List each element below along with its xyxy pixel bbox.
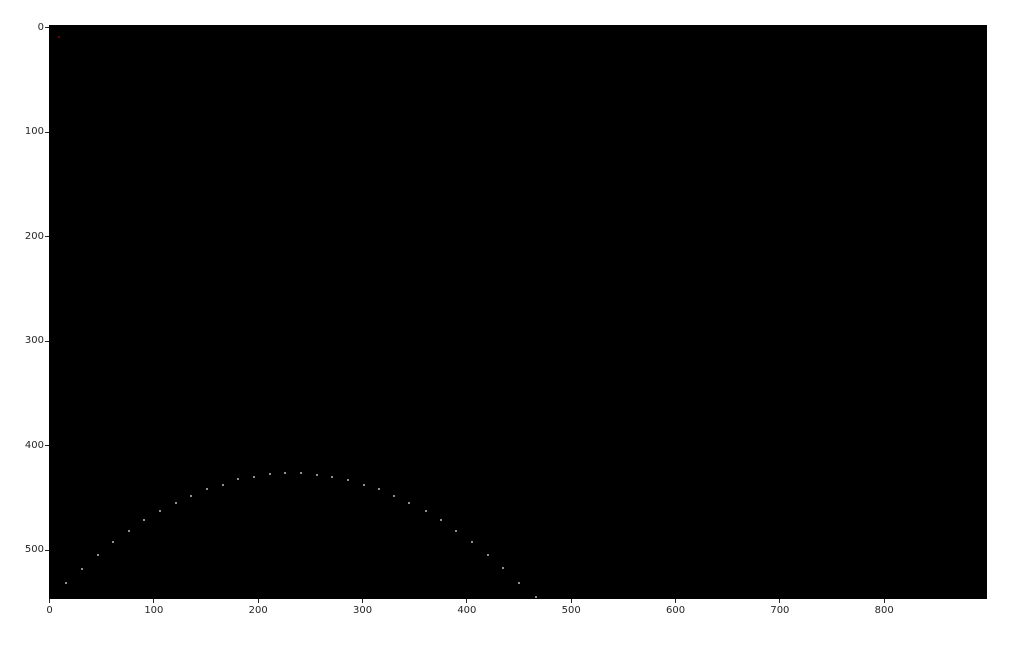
trajectory-point-marker bbox=[206, 487, 209, 490]
y-tick-mark bbox=[45, 340, 49, 342]
trajectory-point-marker bbox=[392, 495, 395, 497]
trajectory-point-marker bbox=[408, 502, 411, 505]
trajectory-point-marker bbox=[502, 567, 505, 570]
trajectory-point-marker bbox=[221, 483, 224, 486]
y-tick-mark bbox=[45, 131, 49, 133]
trajectory-point-marker bbox=[362, 483, 365, 486]
x-tick-mark bbox=[675, 599, 677, 603]
x-tick-mark bbox=[883, 599, 885, 603]
x-tick-mark bbox=[466, 599, 468, 603]
trajectory-point-marker bbox=[378, 487, 381, 490]
x-tick-label: 200 bbox=[248, 605, 268, 616]
x-tick-mark bbox=[362, 599, 364, 603]
trajectory-point-marker bbox=[253, 476, 256, 479]
y-tick-label: 100 bbox=[24, 126, 44, 138]
trajectory-point-marker bbox=[284, 472, 287, 474]
x-tick-mark bbox=[49, 599, 51, 603]
trajectory-point-marker bbox=[455, 529, 458, 532]
trajectory-point-marker bbox=[174, 502, 177, 505]
trajectory-point-marker bbox=[112, 541, 115, 544]
image-canvas bbox=[49, 25, 987, 599]
trajectory-point-marker bbox=[143, 519, 146, 522]
trajectory-point-marker bbox=[190, 495, 193, 497]
y-tick-label: 200 bbox=[24, 230, 44, 242]
trajectory-point-marker bbox=[331, 476, 334, 479]
y-tick-label: 400 bbox=[24, 439, 44, 451]
x-tick-mark bbox=[570, 599, 572, 603]
trajectory-point-marker bbox=[518, 581, 521, 584]
trajectory-point-marker bbox=[237, 478, 240, 481]
y-tick-label: 300 bbox=[24, 335, 44, 347]
trajectory-point-marker bbox=[425, 509, 428, 512]
trajectory-point-marker bbox=[159, 509, 162, 512]
x-tick-label: 100 bbox=[144, 605, 164, 616]
y-tick-mark bbox=[45, 445, 49, 447]
y-tick-mark bbox=[45, 27, 49, 29]
trajectory-point-marker bbox=[96, 553, 99, 556]
y-tick-mark bbox=[45, 549, 49, 551]
x-tick-label: 0 bbox=[46, 605, 53, 616]
x-tick-label: 500 bbox=[561, 605, 581, 616]
y-tick-mark bbox=[45, 236, 49, 238]
trajectory-point-marker bbox=[299, 472, 302, 474]
x-tick-label: 700 bbox=[770, 605, 790, 616]
x-tick-mark bbox=[257, 599, 259, 603]
y-tick-label: 500 bbox=[24, 544, 44, 556]
trajectory-point-marker bbox=[268, 473, 271, 476]
trajectory-point-marker bbox=[80, 568, 83, 571]
x-tick-label: 600 bbox=[666, 605, 686, 616]
x-tick-mark bbox=[153, 599, 155, 603]
trajectory-point-marker bbox=[471, 541, 474, 544]
trajectory-point-marker bbox=[486, 553, 489, 556]
trajectory-point-marker bbox=[127, 529, 130, 532]
x-tick-label: 800 bbox=[874, 605, 894, 616]
trajectory-point-marker bbox=[315, 474, 318, 477]
y-tick-label: 0 bbox=[37, 21, 44, 33]
trajectory-point-marker bbox=[65, 581, 68, 584]
trajectory-point-marker bbox=[534, 596, 537, 599]
x-tick-mark bbox=[779, 599, 781, 603]
x-tick-label: 300 bbox=[352, 605, 373, 616]
trajectory-point-marker bbox=[439, 519, 442, 522]
x-tick-label: 400 bbox=[457, 605, 477, 616]
start-point-marker bbox=[57, 36, 60, 39]
trajectory-point-marker bbox=[346, 479, 349, 482]
